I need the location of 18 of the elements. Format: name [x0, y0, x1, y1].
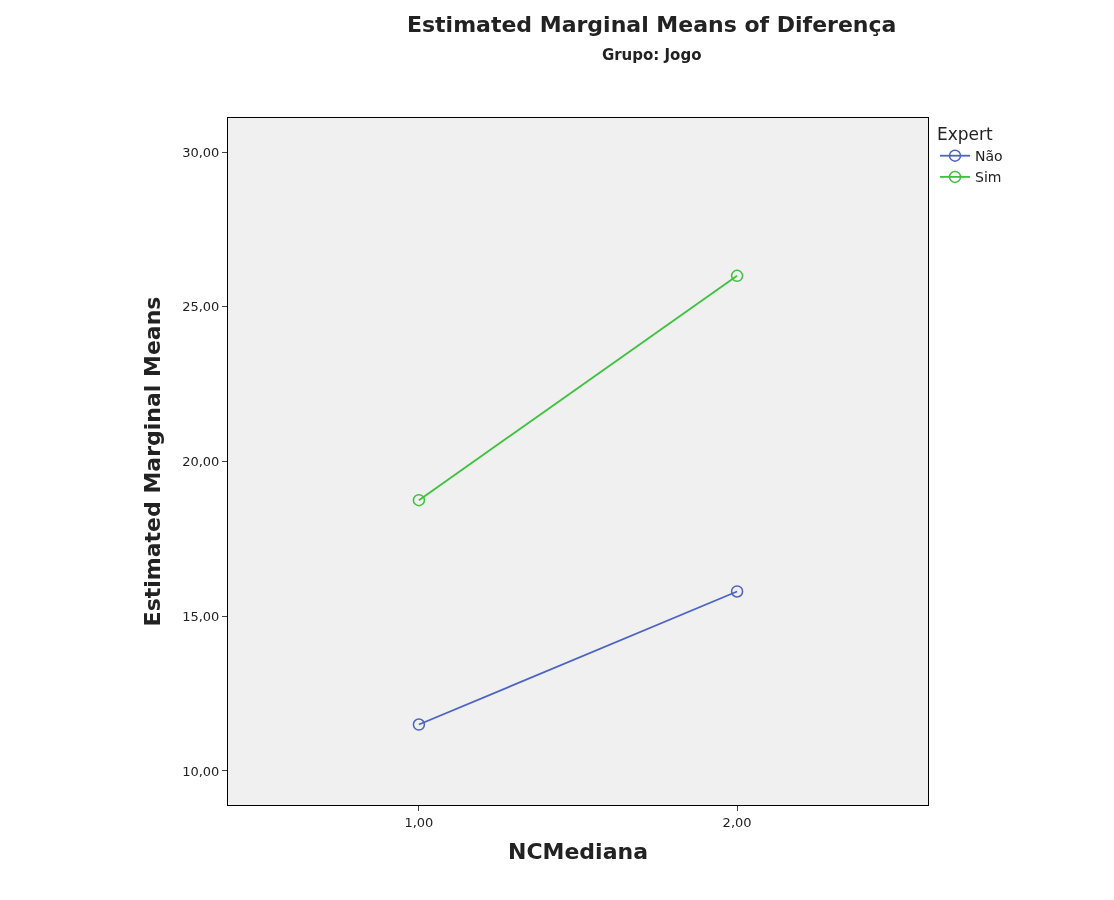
point [730, 269, 744, 283]
chart-subtitle: Grupo: Jogo [601, 46, 702, 65]
y-tick-label: 20,00 [182, 454, 220, 470]
y-tick-label: 15,00 [182, 608, 220, 624]
y-tick-label: 10,00 [182, 763, 220, 779]
y-tick-label: 30,00 [182, 144, 220, 160]
x-tick-label: 1,00 [404, 814, 434, 830]
legend-title: Expert [937, 124, 994, 145]
chart-title: Estimated Marginal Means of Diferença [406, 11, 897, 37]
point [412, 493, 426, 507]
x-tick-label: 2,00 [722, 814, 752, 830]
point [412, 718, 426, 731]
point [730, 585, 744, 598]
y-axis-title: Estimated Marginal Means [139, 296, 165, 627]
x-axis-title: NCMediana [507, 839, 649, 865]
legend-label: Sim [975, 169, 1002, 186]
y-tick-label: 25,00 [182, 299, 220, 315]
legend-label: Não [975, 148, 1003, 165]
